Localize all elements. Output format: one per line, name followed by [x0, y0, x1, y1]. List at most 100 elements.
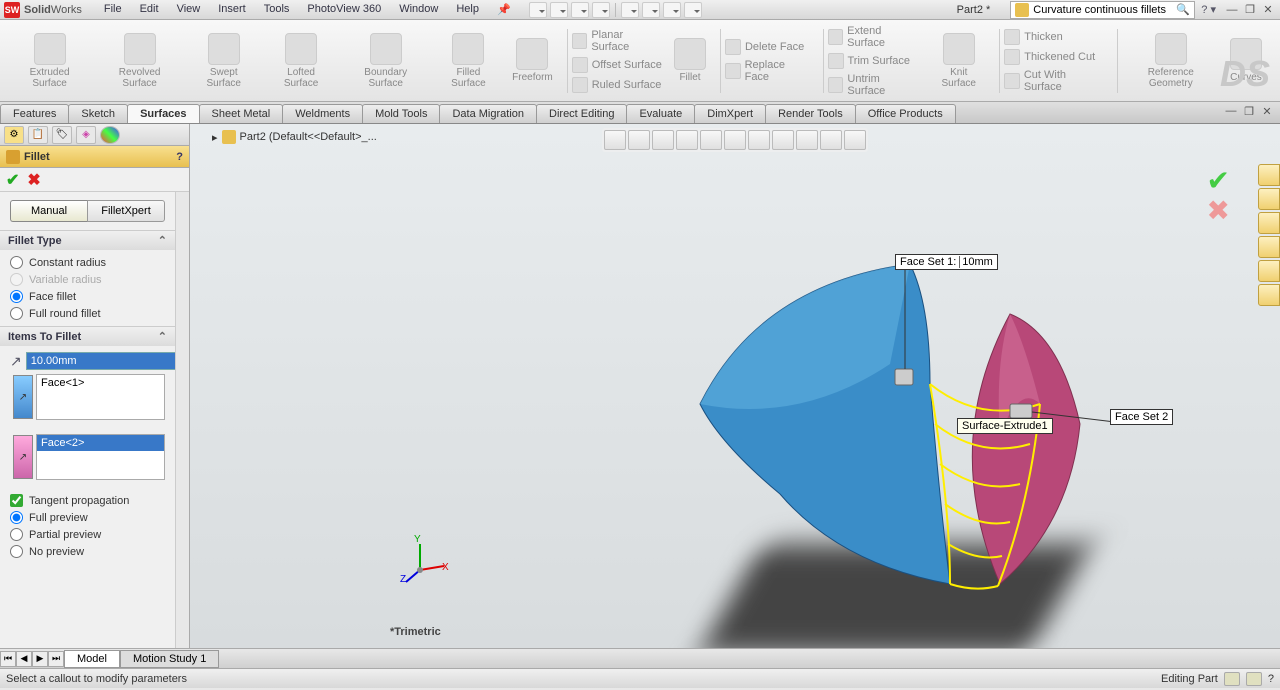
cmd-swept-surface[interactable]: Swept Surface — [188, 31, 259, 91]
tab-features[interactable]: Features — [0, 104, 69, 123]
status-help-icon[interactable]: ? — [1268, 673, 1274, 685]
tab-weldments[interactable]: Weldments — [282, 104, 363, 123]
pm-scrollbar[interactable] — [175, 192, 189, 648]
face-set-1-handle-icon[interactable] — [895, 369, 913, 385]
callout-face-set-1[interactable]: Face Set 1: 10mm — [895, 254, 998, 270]
display-style-icon[interactable] — [724, 130, 746, 150]
pink-surface[interactable] — [972, 314, 1080, 584]
doc-restore-icon[interactable]: ❐ — [1242, 104, 1256, 118]
radio-full-round-fillet[interactable]: Full round fillet — [10, 307, 165, 320]
face-set-2-handle-icon[interactable] — [1010, 404, 1032, 418]
menu-view[interactable]: View — [169, 1, 209, 18]
model-geometry[interactable] — [640, 244, 1140, 624]
face-set-2-item[interactable]: Face<2> — [37, 435, 164, 451]
orientation-triad[interactable]: Y X Z — [400, 538, 450, 588]
close-icon[interactable]: ✕ — [1260, 3, 1276, 17]
check-tangent-propagation[interactable]: Tangent propagation — [10, 494, 165, 507]
graphics-viewport[interactable]: ▸ Part2 (Default<<Default>_... ✔ ✖ — [190, 124, 1280, 648]
tab-data-migration[interactable]: Data Migration — [439, 104, 537, 123]
radius-input[interactable] — [26, 352, 175, 370]
zoom-area-icon[interactable] — [628, 130, 650, 150]
taskpane-library-icon[interactable] — [1258, 188, 1280, 210]
section-view-icon[interactable] — [676, 130, 698, 150]
tab-evaluate[interactable]: Evaluate — [626, 104, 695, 123]
section-items-to-fillet[interactable]: Items To Fillet⌃ — [0, 327, 175, 346]
menu-insert[interactable]: Insert — [210, 1, 254, 18]
taskpane-custom-props-icon[interactable] — [1258, 284, 1280, 306]
cmd-offset-surface[interactable]: Offset Surface — [572, 57, 662, 73]
cmd-extruded-surface[interactable]: Extruded Surface — [8, 31, 91, 91]
cmd-replace-face[interactable]: Replace Face — [725, 59, 811, 83]
radio-no-preview[interactable]: No preview — [10, 545, 165, 558]
tab-motion-study[interactable]: Motion Study 1 — [120, 650, 219, 668]
cmd-delete-face[interactable]: Delete Face — [725, 39, 811, 55]
help-dropdown-icon[interactable]: ? ▾ — [1201, 3, 1216, 16]
taskpane-resources-icon[interactable] — [1258, 164, 1280, 186]
cmd-revolved-surface[interactable]: Revolved Surface — [97, 31, 182, 91]
qat-undo-icon[interactable] — [621, 2, 639, 18]
minimize-icon[interactable]: — — [1224, 3, 1240, 17]
tab-last-icon[interactable]: ⏭ — [48, 651, 64, 667]
cmd-filled-surface[interactable]: Filled Surface — [435, 31, 503, 91]
qat-select-icon[interactable] — [642, 2, 660, 18]
view-settings-icon[interactable] — [820, 130, 842, 150]
face-set-2-swatch-icon[interactable] — [13, 435, 33, 479]
tab-render-tools[interactable]: Render Tools — [765, 104, 856, 123]
tab-surfaces[interactable]: Surfaces — [127, 104, 199, 123]
property-manager-tab-icon[interactable]: 📋 — [28, 126, 48, 144]
cmd-extend-surface[interactable]: Extend Surface — [828, 25, 921, 49]
section-fillet-type[interactable]: Fillet Type⌃ — [0, 231, 175, 250]
cmd-knit-surface[interactable]: Knit Surface — [928, 31, 989, 91]
menu-help[interactable]: Help — [448, 1, 487, 18]
flyout-tree-label[interactable]: Part2 (Default<<Default>_... — [240, 131, 377, 143]
face-set-1-list[interactable]: Face<1> — [36, 374, 165, 420]
apply-scene-icon[interactable] — [796, 130, 818, 150]
display-manager-tab-icon[interactable] — [100, 126, 120, 144]
tab-model[interactable]: Model — [64, 650, 120, 668]
tab-sheet-metal[interactable]: Sheet Metal — [199, 104, 284, 123]
mode-filletxpert-button[interactable]: FilletXpert — [87, 200, 165, 222]
menu-file[interactable]: File — [96, 1, 130, 18]
cmd-thicken[interactable]: Thicken — [1004, 29, 1104, 45]
pm-help-icon[interactable]: ? — [176, 151, 183, 163]
dimxpert-manager-tab-icon[interactable]: ◈ — [76, 126, 96, 144]
prev-view-icon[interactable] — [652, 130, 674, 150]
tab-office-products[interactable]: Office Products — [855, 104, 956, 123]
menu-tools[interactable]: Tools — [256, 1, 298, 18]
confirm-corner-ok-icon[interactable]: ✔ — [1207, 164, 1230, 197]
cmd-freeform[interactable]: Freeform — [508, 36, 557, 85]
tab-next-icon[interactable]: ▶ — [32, 651, 48, 667]
search-box[interactable]: 🔍 — [1010, 1, 1195, 19]
expand-icon[interactable]: ▸ — [212, 131, 218, 144]
cmd-fillet[interactable]: Fillet — [670, 36, 710, 85]
cmd-thickened-cut[interactable]: Thickened Cut — [1004, 49, 1104, 65]
qat-print-icon[interactable] — [592, 2, 610, 18]
qat-rebuild-icon[interactable] — [663, 2, 681, 18]
menu-window[interactable]: Window — [391, 1, 446, 18]
zoom-fit-icon[interactable] — [604, 130, 626, 150]
face-set-1-swatch-icon[interactable] — [13, 375, 33, 419]
qat-new-icon[interactable] — [529, 2, 547, 18]
pm-cancel-icon[interactable]: ✖ — [27, 170, 40, 190]
doc-close-icon[interactable]: ✕ — [1260, 104, 1274, 118]
tab-dimxpert[interactable]: DimXpert — [694, 104, 766, 123]
config-manager-tab-icon[interactable]: 🏷 — [52, 126, 72, 144]
status-units-icon[interactable] — [1224, 672, 1240, 686]
callout-fs1-value[interactable]: 10mm — [962, 256, 993, 268]
cmd-reference-geometry[interactable]: Reference Geometry — [1122, 31, 1220, 91]
doc-minimize-icon[interactable]: — — [1224, 104, 1238, 118]
menu-pin-icon[interactable]: 📌 — [489, 1, 519, 18]
tab-prev-icon[interactable]: ◀ — [16, 651, 32, 667]
confirm-corner-cancel-icon[interactable]: ✖ — [1207, 194, 1230, 227]
mode-manual-button[interactable]: Manual — [10, 200, 87, 222]
restore-icon[interactable]: ❐ — [1242, 3, 1258, 17]
search-icon[interactable]: 🔍 — [1176, 3, 1190, 16]
view-orientation-icon[interactable] — [700, 130, 722, 150]
qat-open-icon[interactable] — [550, 2, 568, 18]
hide-show-icon[interactable] — [748, 130, 770, 150]
search-input[interactable] — [1033, 4, 1176, 16]
qat-save-icon[interactable] — [571, 2, 589, 18]
taskpane-appearances-icon[interactable] — [1258, 260, 1280, 282]
status-custom-icon[interactable] — [1246, 672, 1262, 686]
edit-appearance-icon[interactable] — [772, 130, 794, 150]
